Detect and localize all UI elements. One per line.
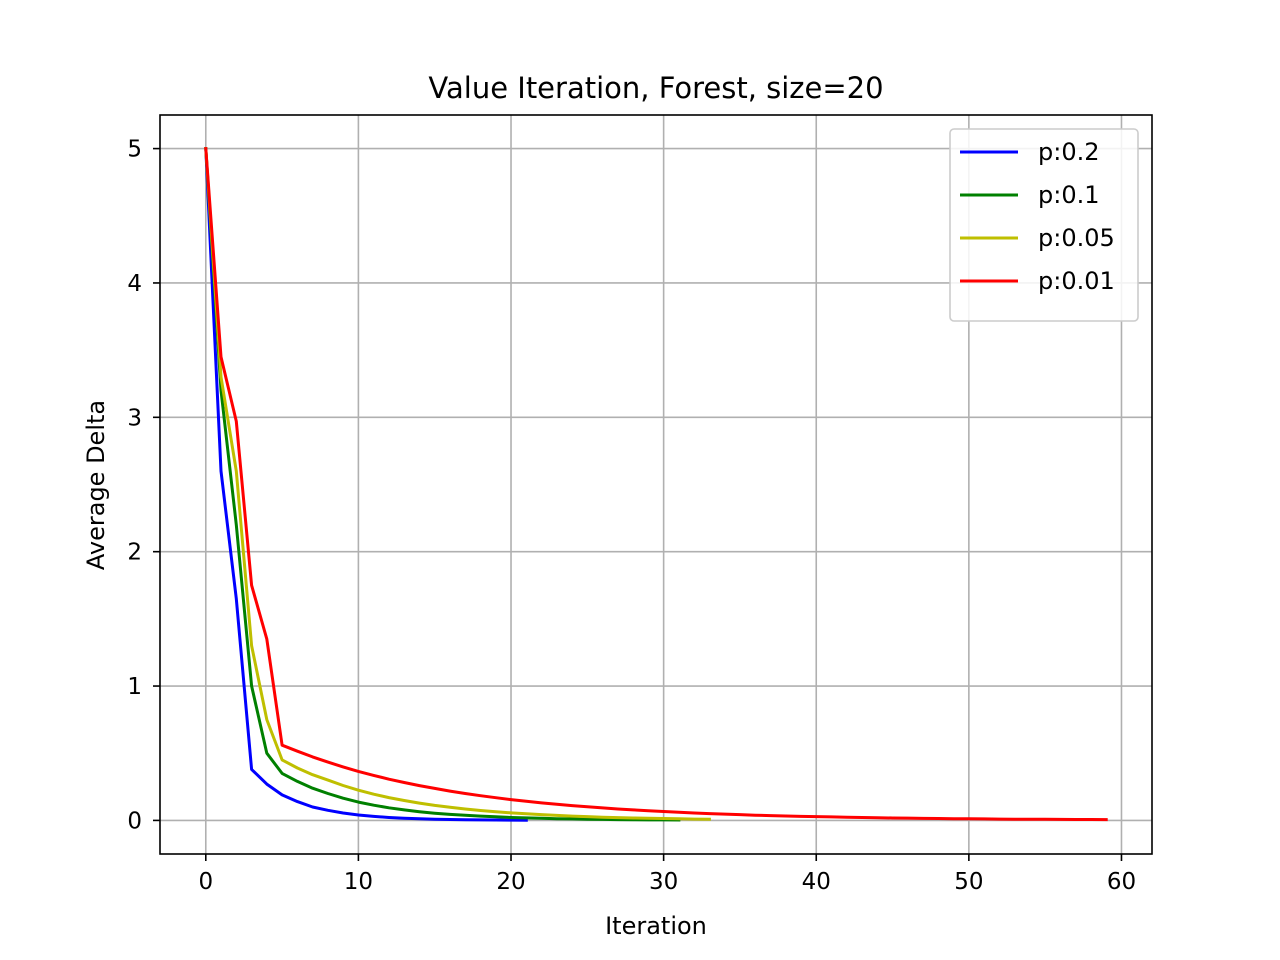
y-tick-label: 5: [127, 137, 142, 163]
series-lines: [204, 146, 1108, 822]
x-axis-label: Iteration: [605, 912, 707, 940]
y-tick-label: 4: [127, 271, 142, 297]
y-tick-label: 1: [127, 674, 142, 700]
y-axis-label: Average Delta: [82, 400, 110, 570]
series-line-2: [204, 147, 711, 821]
x-tick-label: 20: [496, 869, 525, 895]
series-line-0: [204, 147, 528, 822]
legend-box: [949, 128, 1139, 322]
series-line-1: [204, 147, 681, 822]
legend-label: p:0.2: [1038, 138, 1100, 166]
x-tick-label: 10: [344, 869, 373, 895]
x-tick-label: 60: [1107, 869, 1136, 895]
legend-label: p:0.01: [1038, 267, 1115, 295]
y-tick-label: 0: [127, 808, 142, 834]
series-line-3: [204, 146, 1108, 822]
legend-label: p:0.1: [1038, 181, 1100, 209]
chart-title: Value Iteration, Forest, size=20: [428, 71, 883, 105]
axis-ticks: 0 10 20 30 40 50 60 0 1 2 3 4 5: [127, 137, 1136, 895]
y-tick-label: 2: [127, 540, 142, 566]
y-tick-label: 3: [127, 405, 142, 431]
x-tick-label: 30: [649, 869, 678, 895]
x-tick-label: 40: [802, 869, 831, 895]
legend-label: p:0.05: [1038, 224, 1115, 252]
plot-frame: [159, 114, 1153, 855]
x-tick-label: 0: [198, 869, 213, 895]
legend: p:0.2 p:0.1 p:0.05 p:0.01: [949, 128, 1139, 322]
x-tick-label: 50: [954, 869, 983, 895]
